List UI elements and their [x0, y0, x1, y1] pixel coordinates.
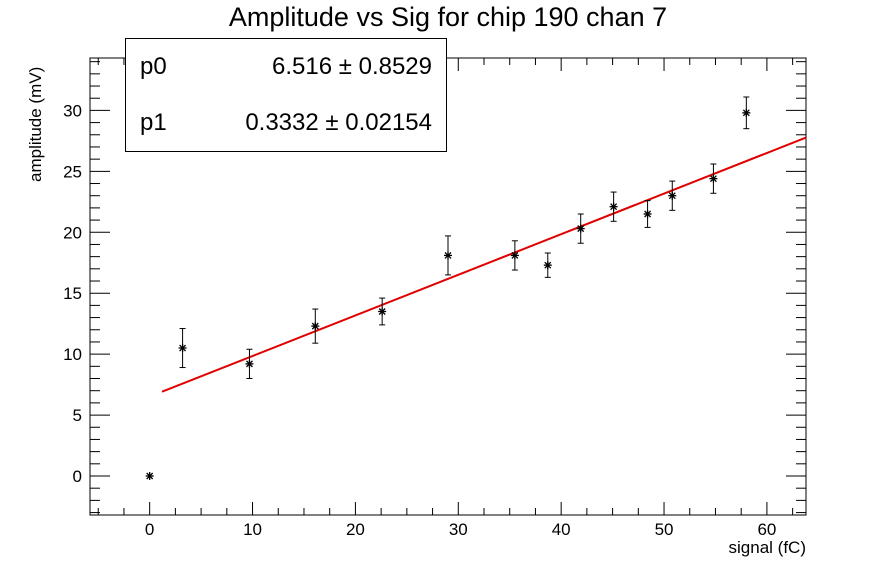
marker-stroke	[742, 109, 750, 117]
stat-name: p0	[140, 53, 167, 80]
data-points	[145, 96, 751, 481]
y-tick-label: 10	[63, 345, 82, 364]
stat-row-p1: p1 0.3332 ± 0.02154	[126, 109, 446, 149]
x-axis-label: signal (fC)	[728, 538, 806, 557]
marker-stroke	[378, 308, 386, 315]
x-tick-label: 40	[552, 520, 571, 539]
stat-name: p1	[140, 109, 167, 136]
data-point	[145, 472, 154, 481]
plot-frame	[89, 57, 807, 516]
marker-stroke	[511, 251, 519, 259]
stat-value: 0.3332 ± 0.02154	[245, 109, 432, 136]
y-tick-label: 0	[73, 467, 82, 486]
axes: 0 10 20 30 40 50 60 0 5 10 15 20 25 30	[63, 58, 806, 539]
x-tick-label: 10	[243, 520, 262, 539]
marker-stroke	[146, 472, 154, 480]
marker-stroke	[179, 344, 187, 352]
stat-row-p0: p0 6.516 ± 0.8529	[126, 53, 446, 93]
fit-line	[161, 136, 807, 393]
y-tick-label: 20	[63, 223, 82, 242]
data-point	[245, 348, 254, 380]
fit-stats-box: p0 6.516 ± 0.8529 p1 0.3332 ± 0.02154	[125, 38, 447, 152]
data-point	[543, 252, 552, 278]
chart-title: Amplitude vs Sig for chip 190 chan 7	[228, 2, 668, 32]
y-tick-label: 30	[63, 101, 82, 120]
data-point	[709, 163, 718, 194]
x-tick-label: 0	[145, 520, 154, 539]
data-point	[609, 191, 618, 222]
data-point	[178, 328, 187, 369]
marker-stroke	[644, 210, 652, 218]
marker-stroke	[544, 261, 552, 269]
y-axis-label: amplitude (mV)	[26, 66, 45, 182]
y-tick-label: 25	[63, 162, 82, 181]
marker-stroke	[311, 322, 319, 330]
marker-stroke	[668, 192, 676, 200]
data-point	[576, 213, 585, 244]
data-point	[668, 180, 677, 211]
data-point	[311, 308, 320, 344]
marker-stroke	[577, 225, 585, 233]
data-point	[444, 235, 452, 276]
x-tick-label: 30	[449, 520, 468, 539]
data-point	[742, 96, 751, 130]
marker-stroke	[245, 360, 253, 368]
data-point	[510, 240, 519, 271]
y-tick-label: 5	[73, 406, 82, 425]
marker-stroke	[709, 175, 717, 183]
marker-stroke	[444, 251, 452, 259]
stat-value: 6.516 ± 0.8529	[272, 53, 432, 80]
x-tick-label: 60	[757, 520, 776, 539]
data-point	[378, 297, 387, 326]
x-tick-label: 50	[655, 520, 674, 539]
fit-line-group	[161, 136, 807, 393]
y-tick-label: 15	[63, 284, 82, 303]
marker-stroke	[610, 203, 618, 211]
x-tick-label: 20	[346, 520, 365, 539]
data-point	[643, 200, 652, 228]
